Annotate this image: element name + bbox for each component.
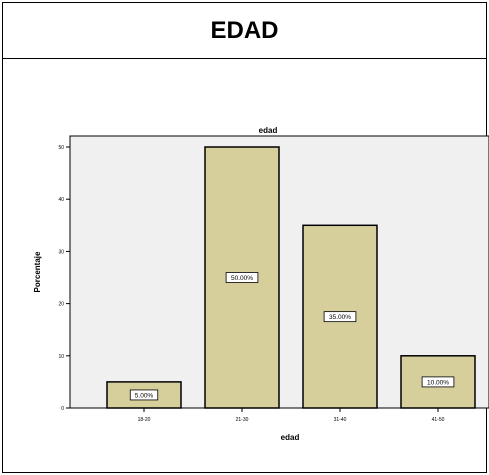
x-tick-label: 41-50 (432, 417, 445, 423)
page-title: EDAD (210, 16, 279, 44)
bars: 5.00% 50.00% 35.00% 10.00% (106, 146, 476, 409)
output-header: EDAD (3, 3, 486, 59)
data-label-box (323, 311, 357, 323)
y-tick-label: 50 (58, 145, 64, 151)
y-axis-label: Porcentaje (33, 251, 42, 292)
x-axis: 18-20 21-30 31-40 41-50 (138, 408, 445, 423)
x-tick-label: 18-20 (138, 417, 151, 423)
data-label-box (421, 376, 455, 388)
y-axis: 0 10 20 30 40 50 (58, 145, 70, 412)
chart-title: edad (259, 126, 278, 135)
x-tick-label: 31-40 (334, 417, 347, 423)
data-label: 5.00% (135, 392, 154, 399)
y-tick-label: 40 (58, 197, 64, 203)
x-tick-label: 21-30 (236, 417, 249, 423)
y-tick-label: 0 (61, 406, 64, 412)
data-label-box (225, 272, 259, 283)
data-label: 50.00% (231, 275, 253, 282)
x-axis-label: edad (281, 433, 300, 442)
y-tick-label: 10 (58, 354, 64, 360)
data-label-box (129, 389, 159, 401)
data-label: 10.00% (427, 379, 449, 386)
y-tick-label: 20 (58, 302, 64, 308)
y-tick-label: 30 (58, 249, 64, 255)
data-label: 35.00% (329, 314, 351, 321)
